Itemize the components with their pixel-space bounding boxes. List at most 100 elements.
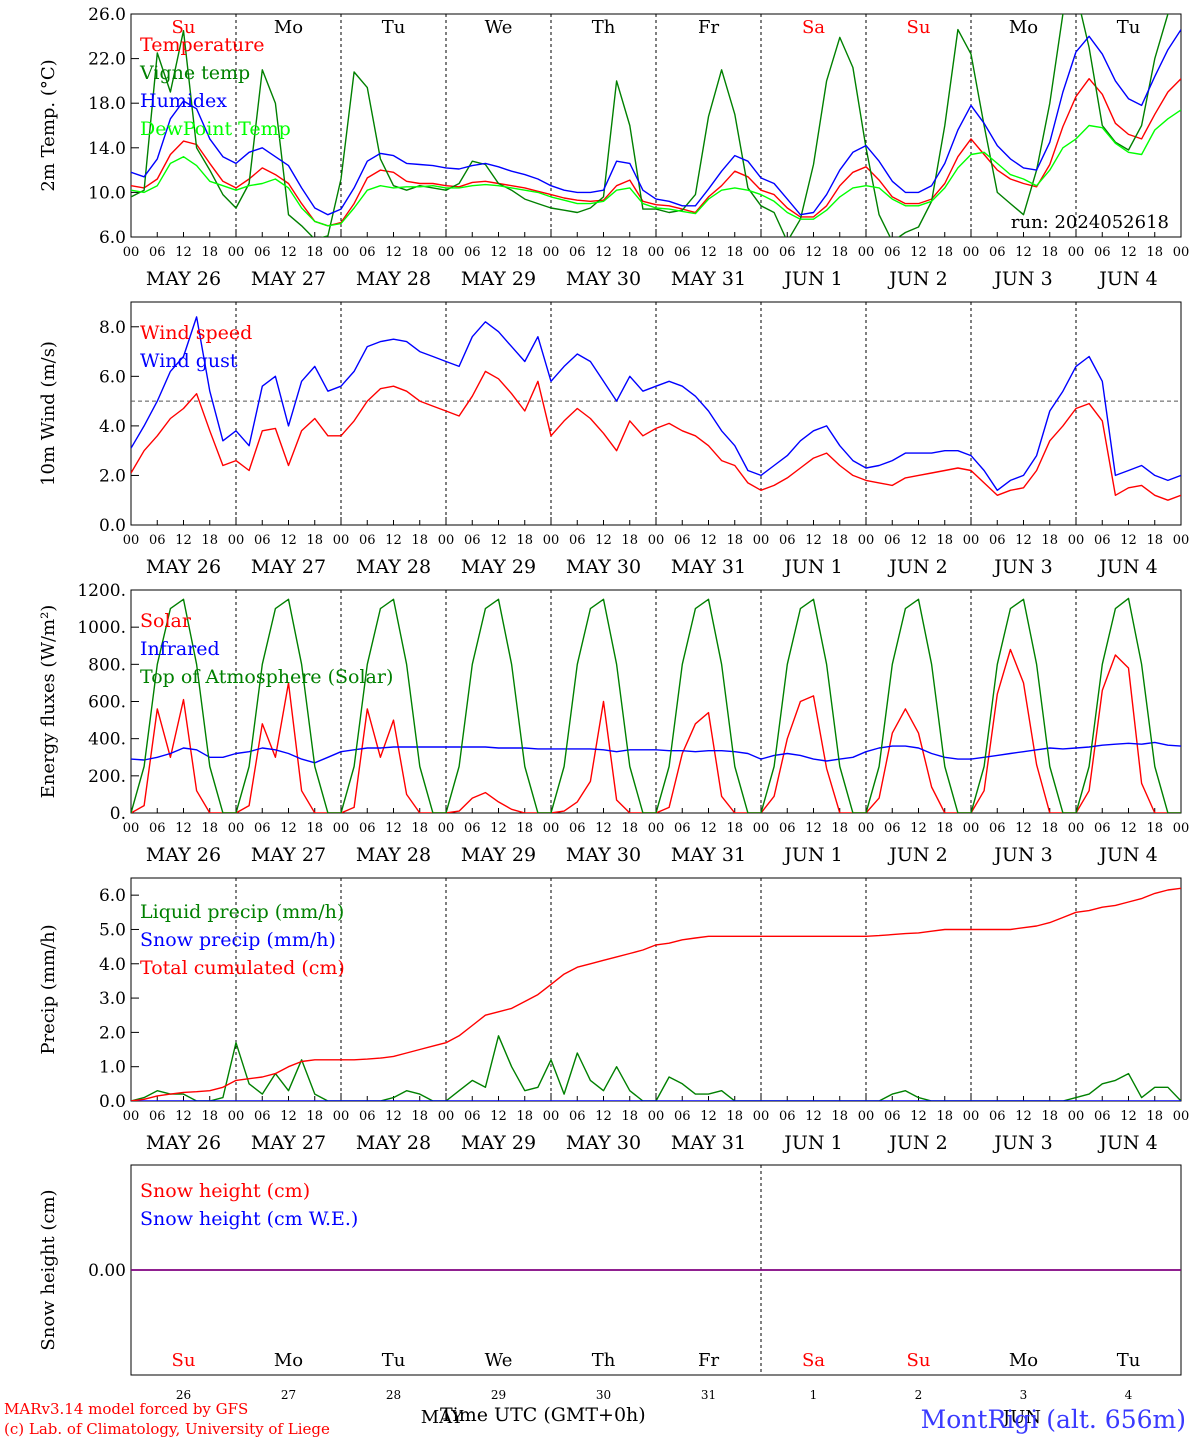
y-tick-label: 400. [88,730,126,750]
series-group [131,316,1181,501]
day-number-label: 31 [701,1388,716,1402]
hour-tick-label: 12 [490,245,507,260]
date-label: MAY 28 [356,268,431,290]
hour-tick-label: 06 [674,245,691,260]
hour-tick-label: 18 [1146,245,1163,260]
date-label: MAY 27 [251,556,326,578]
day-number-label: 2 [915,1388,923,1402]
weekday-label: Th [592,1350,616,1371]
hour-tick-label: 12 [700,821,717,836]
hour-tick-label: 06 [569,1109,586,1124]
date-label: JUN 3 [992,268,1052,290]
hour-tick-label: 18 [306,821,323,836]
hour-tick-label: 12 [1120,533,1137,548]
weekday-label: Su [172,1350,196,1371]
y-tick-label: 0. [110,804,126,824]
y-tick-label: 4.0 [99,417,126,437]
hour-tick-label: 00 [333,821,350,836]
hour-tick-label: 18 [1146,533,1163,548]
day-number-label: 26 [176,1388,191,1402]
series-line-3 [131,29,1181,216]
series-line-2 [131,14,1169,237]
series-line-1 [131,1035,1181,1101]
panel-1: 6.0 10.0 14.0 18.0 22.0 26.0 2m Temp. (°C) 00 06… [38,5,1190,290]
hour-tick-label: 18 [306,1109,323,1124]
legend-entry: Liquid precip (mm/h) [140,901,344,923]
hour-tick-label: 06 [359,533,376,548]
y-tick-label: 0.0 [99,516,126,536]
date-label: JUN 4 [1097,1132,1157,1154]
hour-tick-label: 18 [1041,821,1058,836]
legend-entry: Wind gust [140,350,238,372]
hour-tick-label: 00 [438,821,455,836]
hour-tick-label: 12 [910,245,927,260]
date-label: MAY 29 [461,556,536,578]
hour-tick-label: 06 [989,533,1006,548]
hour-tick-label: 06 [989,821,1006,836]
hour-tick-label: 18 [936,821,953,836]
date-label: MAY 30 [566,556,641,578]
hour-tick-label: 12 [595,533,612,548]
hour-tick-label: 00 [123,1109,140,1124]
hour-tick-label: 18 [516,821,533,836]
date-label: JUN 3 [992,1132,1052,1154]
legend-entry: DewPoint Temp [140,118,291,140]
legend-entry: Humidex [140,90,227,112]
hour-tick-label: 12 [700,533,717,548]
run-label: run: 2024052618 [1011,212,1169,233]
hour-tick-label: 12 [175,821,192,836]
y-tick-label: 22.0 [88,50,126,70]
hour-tick-label: 00 [333,245,350,260]
hour-tick-label: 00 [1173,821,1190,836]
hour-tick-label: 00 [123,245,140,260]
hour-tick-label: 06 [569,821,586,836]
legend-entry: Snow height (cm) [140,1180,310,1202]
hour-tick-label: 00 [543,533,560,548]
hour-tick-label: 18 [201,533,218,548]
hour-tick-label: 12 [805,1109,822,1124]
hour-tick-label: 12 [280,533,297,548]
hour-tick-label: 18 [831,245,848,260]
legend-entry: Wind speed [140,322,252,344]
hour-tick-label: 00 [858,1109,875,1124]
hour-tick-label: 00 [963,1109,980,1124]
date-label: MAY 31 [671,844,746,866]
hour-tick-label: 00 [1173,1109,1190,1124]
x-axis-title: Time UTC (GMT+0h) [440,1404,646,1426]
hour-tick-label: 12 [175,245,192,260]
y-tick-label: 1.0 [99,1058,126,1078]
hour-tick-label: 00 [438,1109,455,1124]
hour-tick-label: 18 [1041,1109,1058,1124]
hour-tick-label: 00 [1173,245,1190,260]
hour-tick-label: 06 [779,245,796,260]
hour-tick-label: 00 [858,245,875,260]
hour-tick-label: 00 [123,821,140,836]
weekday-label: Mo [274,17,303,38]
series-line-1 [131,77,1181,227]
hour-tick-label: 06 [1094,245,1111,260]
y-tick-label: 200. [88,767,126,787]
hour-tick-label: 18 [411,1109,428,1124]
hour-tick-label: 06 [464,821,481,836]
weekday-label: Mo [274,1350,303,1371]
hour-tick-label: 18 [201,1109,218,1124]
weekday-label: Tu [1117,17,1141,38]
hour-tick-label: 00 [333,533,350,548]
weekday-label: We [485,17,513,38]
day-number-label: 4 [1125,1388,1133,1402]
day-number-label: 30 [596,1388,611,1402]
date-label: JUN 2 [887,268,947,290]
weekday-label: Mo [1009,1350,1038,1371]
weekday-label: Th [592,17,616,38]
hour-tick-label: 18 [936,533,953,548]
weekday-label: Tu [382,17,406,38]
hour-tick-label: 12 [175,533,192,548]
date-label: MAY 26 [146,844,221,866]
station-label: MontRigi (alt. 656m) [920,1405,1186,1434]
hour-tick-label: 18 [726,533,743,548]
hour-tick-label: 12 [700,245,717,260]
y-tick-label: 2.0 [99,466,126,486]
day-number-label: 27 [281,1388,296,1402]
weekday-label: Fr [698,1350,719,1371]
